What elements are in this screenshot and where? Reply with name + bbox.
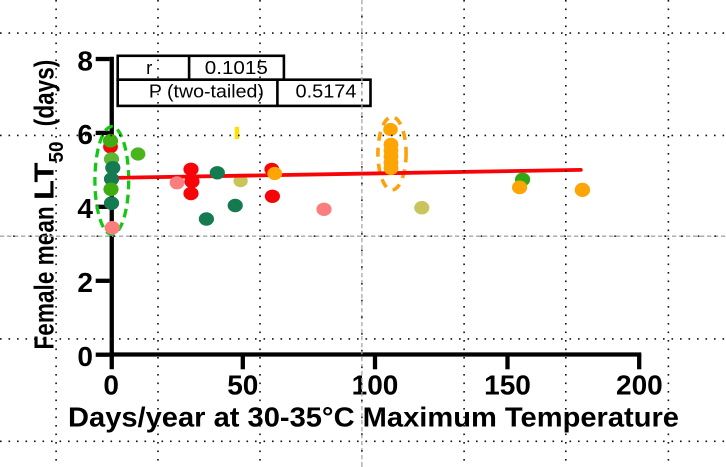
svg-text:P (two-tailed): P (two-tailed) bbox=[149, 80, 264, 101]
svg-text:0.5174: 0.5174 bbox=[296, 80, 357, 101]
svg-text:150: 150 bbox=[484, 370, 531, 401]
svg-text:100: 100 bbox=[352, 370, 399, 401]
svg-text:50: 50 bbox=[227, 370, 258, 401]
svg-text:0: 0 bbox=[103, 370, 119, 401]
svg-text:8: 8 bbox=[77, 45, 93, 76]
svg-text:4: 4 bbox=[77, 193, 93, 224]
svg-text:200: 200 bbox=[616, 370, 663, 401]
svg-text:Days/year at 30-35°C Maximum T: Days/year at 30-35°C Maximum Temperature bbox=[68, 401, 679, 432]
svg-text:0: 0 bbox=[77, 341, 93, 372]
svg-text:2: 2 bbox=[77, 267, 93, 298]
svg-text:Female mean LT50(days): Female mean LT50(days) bbox=[28, 60, 68, 350]
svg-text:0.1015: 0.1015 bbox=[205, 57, 268, 78]
svg-text:r: r bbox=[146, 57, 152, 78]
